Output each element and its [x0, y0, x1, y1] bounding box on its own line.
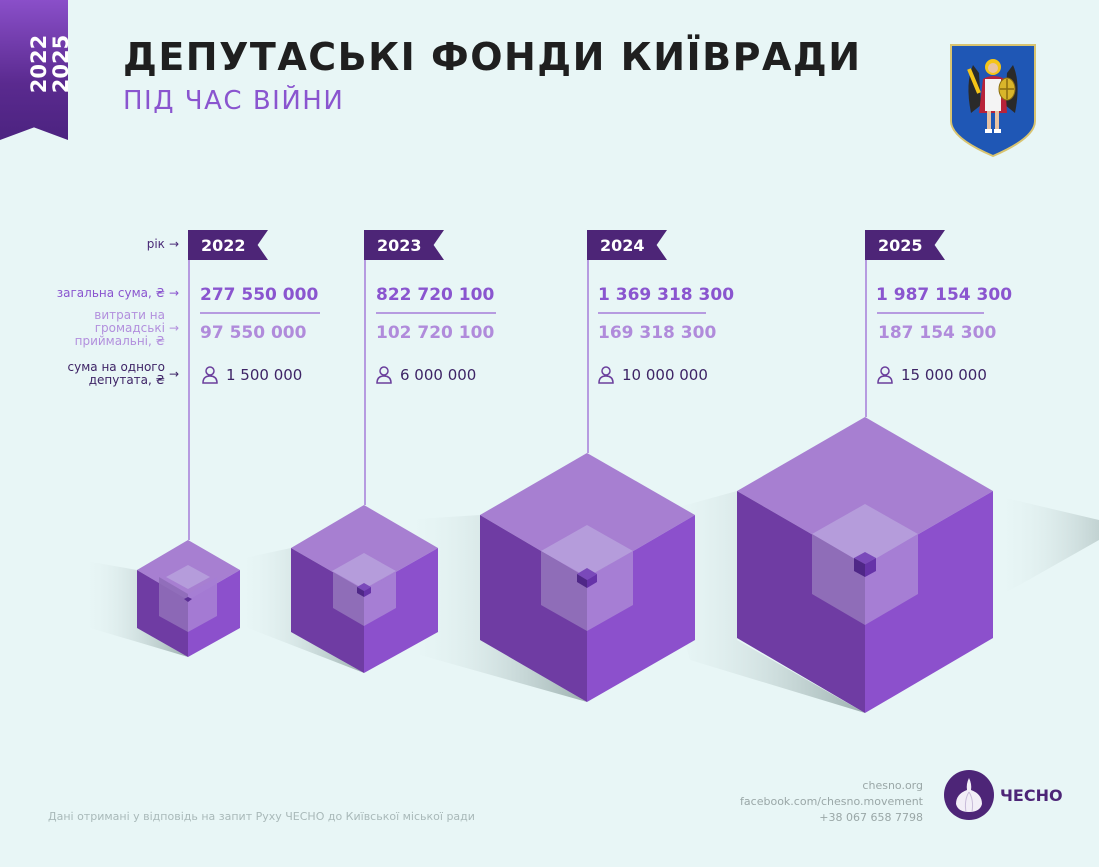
divider	[598, 312, 706, 314]
years-ribbon-label: 2022 2025	[0, 0, 73, 128]
total-sum: 1 987 154 300	[876, 285, 1013, 305]
row-label-year: рік →	[146, 237, 179, 251]
divider	[200, 312, 320, 314]
total-sum: 822 720 100	[376, 285, 495, 305]
phone-number: +38 067 658 7798	[819, 811, 923, 824]
cube-shadow	[993, 495, 1099, 600]
year-flag: 2025	[865, 230, 945, 260]
cube-shadow	[400, 515, 587, 702]
per-deputy: 6 000 000	[376, 366, 476, 384]
cube-2024	[480, 453, 695, 702]
divider	[376, 312, 496, 314]
reception-spend: 102 720 100	[376, 323, 495, 343]
chesno-logo-text: ЧЕСНО	[1000, 786, 1063, 805]
flag-pole	[865, 230, 867, 417]
year-flag: 2024	[587, 230, 667, 260]
cube-2025	[737, 417, 993, 713]
ribbon-year-start: 2022	[27, 34, 52, 94]
flag-pole	[364, 230, 366, 505]
per-deputy: 10 000 000	[598, 366, 708, 384]
reception-spend: 169 318 300	[598, 323, 717, 343]
flag-pole	[587, 230, 589, 453]
person-icon	[376, 366, 392, 384]
row-label-spend: витрати на громадські приймальні, ₴ →	[74, 308, 179, 348]
cube-shadow	[235, 548, 364, 673]
reception-spend: 97 550 000	[200, 323, 307, 343]
cube-shadow	[80, 560, 188, 657]
arrow-icon: →	[168, 237, 179, 251]
chesno-logo	[944, 770, 994, 820]
cube-shadow	[650, 491, 865, 713]
arrow-icon: →	[168, 286, 179, 300]
row-label-per-deputy: сума на одного депутата, ₴ →	[67, 360, 179, 387]
person-icon	[877, 366, 893, 384]
person-icon	[202, 366, 218, 384]
cube-2023	[291, 505, 438, 673]
ribbon-year-end: 2025	[49, 34, 74, 94]
garlic-icon	[956, 778, 982, 813]
website-link[interactable]: chesno.org	[862, 779, 923, 792]
source-note: Дані отримані у відповідь на запит Руху …	[48, 810, 475, 823]
arrow-icon: →	[168, 366, 179, 381]
divider	[877, 312, 984, 314]
year-flag: 2023	[364, 230, 444, 260]
page-subtitle: ПІД ЧАС ВІЙНИ	[123, 86, 345, 116]
years-ribbon	[0, 0, 68, 140]
facebook-link[interactable]: facebook.com/chesno.movement	[740, 795, 923, 808]
contacts: chesno.org facebook.com/chesno.movement …	[740, 778, 923, 826]
per-deputy: 15 000 000	[877, 366, 987, 384]
total-sum: 1 369 318 300	[598, 285, 735, 305]
kyiv-coat-of-arms-icon	[950, 44, 1036, 158]
year-flag: 2022	[188, 230, 268, 260]
row-label-total: загальна сума, ₴ →	[56, 286, 179, 300]
total-sum: 277 550 000	[200, 285, 319, 305]
cube-2022	[137, 540, 240, 657]
person-icon	[598, 366, 614, 384]
per-deputy: 1 500 000	[202, 366, 302, 384]
flag-pole	[188, 230, 190, 540]
arrow-icon: →	[168, 321, 179, 335]
page-title: ДЕПУТАСЬКІ ФОНДИ КИЇВРАДИ	[123, 35, 862, 79]
reception-spend: 187 154 300	[878, 323, 997, 343]
